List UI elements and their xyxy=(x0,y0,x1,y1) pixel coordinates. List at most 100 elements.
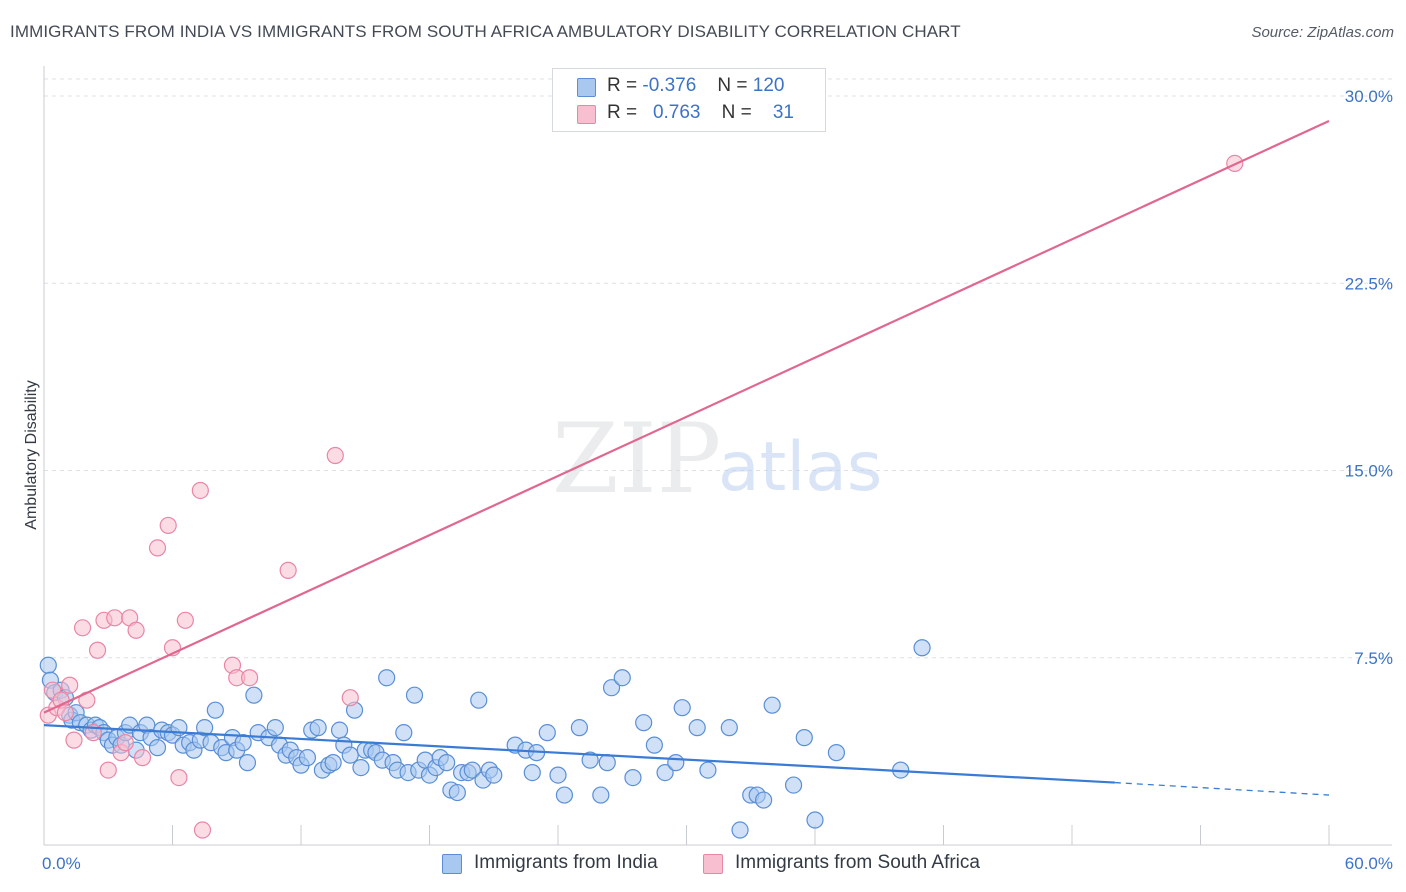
data-point xyxy=(570,719,589,737)
data-point xyxy=(352,759,370,777)
data-point xyxy=(635,714,653,732)
data-point xyxy=(245,686,263,704)
data-point xyxy=(485,766,503,784)
source-label: Source: ZipAtlas.com xyxy=(1251,24,1394,41)
data-point xyxy=(827,744,846,762)
data-point xyxy=(73,619,92,637)
data-point xyxy=(176,611,194,629)
legend-n-value: 120 xyxy=(752,75,785,96)
watermark-zip: ZIP xyxy=(552,403,721,515)
chart-title: IMMIGRANTS FROM INDIA VS IMMIGRANTS FROM… xyxy=(10,22,961,41)
legend-n-value: 31 xyxy=(772,102,794,123)
bottom-legend-label-south-africa: Immigrants from South Africa xyxy=(735,852,980,873)
trend-lines xyxy=(43,119,1330,796)
data-point xyxy=(133,749,152,767)
trend-line-india xyxy=(43,724,1115,784)
legend-r-label: R = xyxy=(607,102,638,123)
bottom-legend-swatch-south-africa xyxy=(703,854,723,874)
data-point xyxy=(549,766,567,784)
y-tick-label: 30.0% xyxy=(1345,87,1393,106)
data-point xyxy=(298,749,317,767)
data-point xyxy=(624,768,642,787)
data-point xyxy=(673,699,691,717)
data-point xyxy=(378,669,396,687)
watermark-atlas: atlas xyxy=(718,428,882,507)
data-point xyxy=(795,729,813,747)
data-point xyxy=(116,734,134,752)
x-tick-label: 0.0% xyxy=(42,854,81,873)
data-point xyxy=(88,641,107,659)
data-point xyxy=(309,719,327,737)
data-point xyxy=(148,539,167,557)
trend-line-south-africa xyxy=(43,119,1330,714)
data-point xyxy=(754,791,773,809)
legend-n-label: N = xyxy=(717,75,748,96)
data-point xyxy=(65,731,83,749)
x-tick-label: 60.0% xyxy=(1345,854,1393,873)
y-tick-label: 15.0% xyxy=(1345,462,1393,481)
data-point xyxy=(196,719,214,737)
data-point xyxy=(330,721,349,739)
legend-swatch-india xyxy=(577,78,596,97)
data-point xyxy=(238,754,257,772)
data-point xyxy=(784,776,803,794)
data-point xyxy=(470,691,488,709)
y-tick-label: 7.5% xyxy=(1354,649,1393,668)
data-point xyxy=(206,701,224,719)
data-point xyxy=(241,669,259,687)
y-tick-labels: 7.5% 15.0% 22.5% 30.0% xyxy=(1345,87,1393,668)
data-point xyxy=(326,446,344,465)
data-point xyxy=(61,676,79,694)
data-point xyxy=(56,704,75,722)
trend-line-india-extension xyxy=(1114,781,1330,796)
data-point xyxy=(763,696,781,714)
data-point xyxy=(598,754,616,772)
legend-r-value: -0.376 xyxy=(642,75,697,96)
data-point xyxy=(39,656,57,674)
watermark: ZIP atlas xyxy=(552,403,882,515)
data-point xyxy=(667,754,685,772)
data-point xyxy=(106,609,124,627)
data-point xyxy=(148,739,167,757)
data-point xyxy=(159,516,177,535)
data-point xyxy=(341,689,359,707)
data-point xyxy=(193,821,212,839)
data-point xyxy=(463,761,481,779)
stats-legend: R = -0.376 N = 120 R = 0.763 N = 31 xyxy=(552,68,826,132)
data-point xyxy=(602,679,621,697)
data-point xyxy=(99,761,117,779)
bottom-legend-label-india: Immigrants from India xyxy=(474,852,658,873)
data-point xyxy=(395,724,413,742)
data-point xyxy=(170,768,188,787)
data-point xyxy=(731,821,749,839)
x-tick-labels: 0.0% 60.0% xyxy=(42,854,1393,873)
data-point xyxy=(191,481,209,500)
data-point xyxy=(656,763,674,782)
legend-swatch-south-africa xyxy=(577,105,596,124)
data-point xyxy=(448,783,466,802)
bottom-legend-swatch-india xyxy=(442,854,462,874)
data-point xyxy=(806,811,824,829)
grid-lines xyxy=(44,78,1392,659)
data-point xyxy=(688,719,706,737)
legend-r-value: 0.763 xyxy=(652,102,701,123)
data-point xyxy=(555,786,574,804)
data-point xyxy=(279,561,297,579)
data-point xyxy=(613,669,631,687)
data-point xyxy=(699,761,717,779)
y-tick-label: 22.5% xyxy=(1345,274,1393,293)
series-india xyxy=(39,639,931,839)
data-point xyxy=(720,719,738,737)
data-point xyxy=(645,736,663,754)
data-point xyxy=(324,754,342,772)
data-point xyxy=(581,751,599,769)
data-point xyxy=(913,639,931,657)
data-point xyxy=(592,786,610,804)
legend-n-label: N = xyxy=(721,102,752,123)
data-point xyxy=(234,734,252,752)
y-axis-label: Ambulatory Disability xyxy=(23,380,40,529)
data-point xyxy=(538,724,556,742)
data-point xyxy=(438,754,456,772)
data-point xyxy=(266,719,284,737)
